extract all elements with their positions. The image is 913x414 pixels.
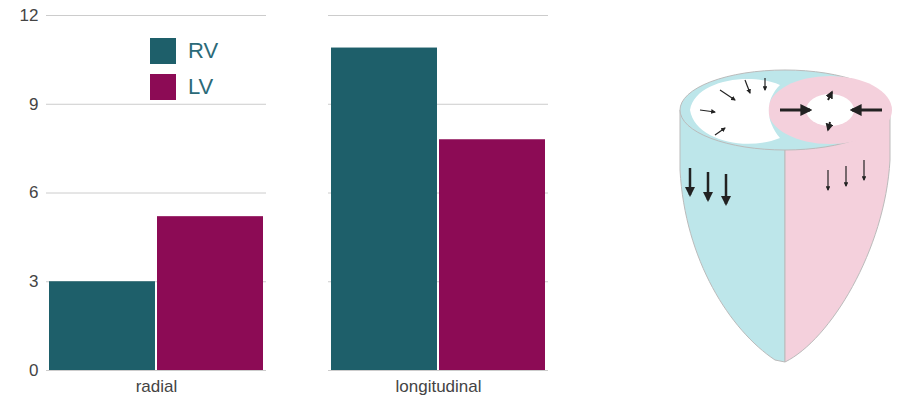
svg-text:6: 6	[29, 183, 38, 202]
svg-text:9: 9	[29, 95, 38, 114]
html-text:RV: RV	[188, 38, 219, 63]
svg-text:3: 3	[29, 272, 38, 291]
svg-text:radial: radial	[136, 377, 178, 396]
svg-text:longitudinal: longitudinal	[395, 377, 481, 396]
html-text:LV: LV	[188, 74, 214, 99]
svg-text:0: 0	[29, 361, 38, 380]
svg-text:12: 12	[20, 6, 39, 25]
